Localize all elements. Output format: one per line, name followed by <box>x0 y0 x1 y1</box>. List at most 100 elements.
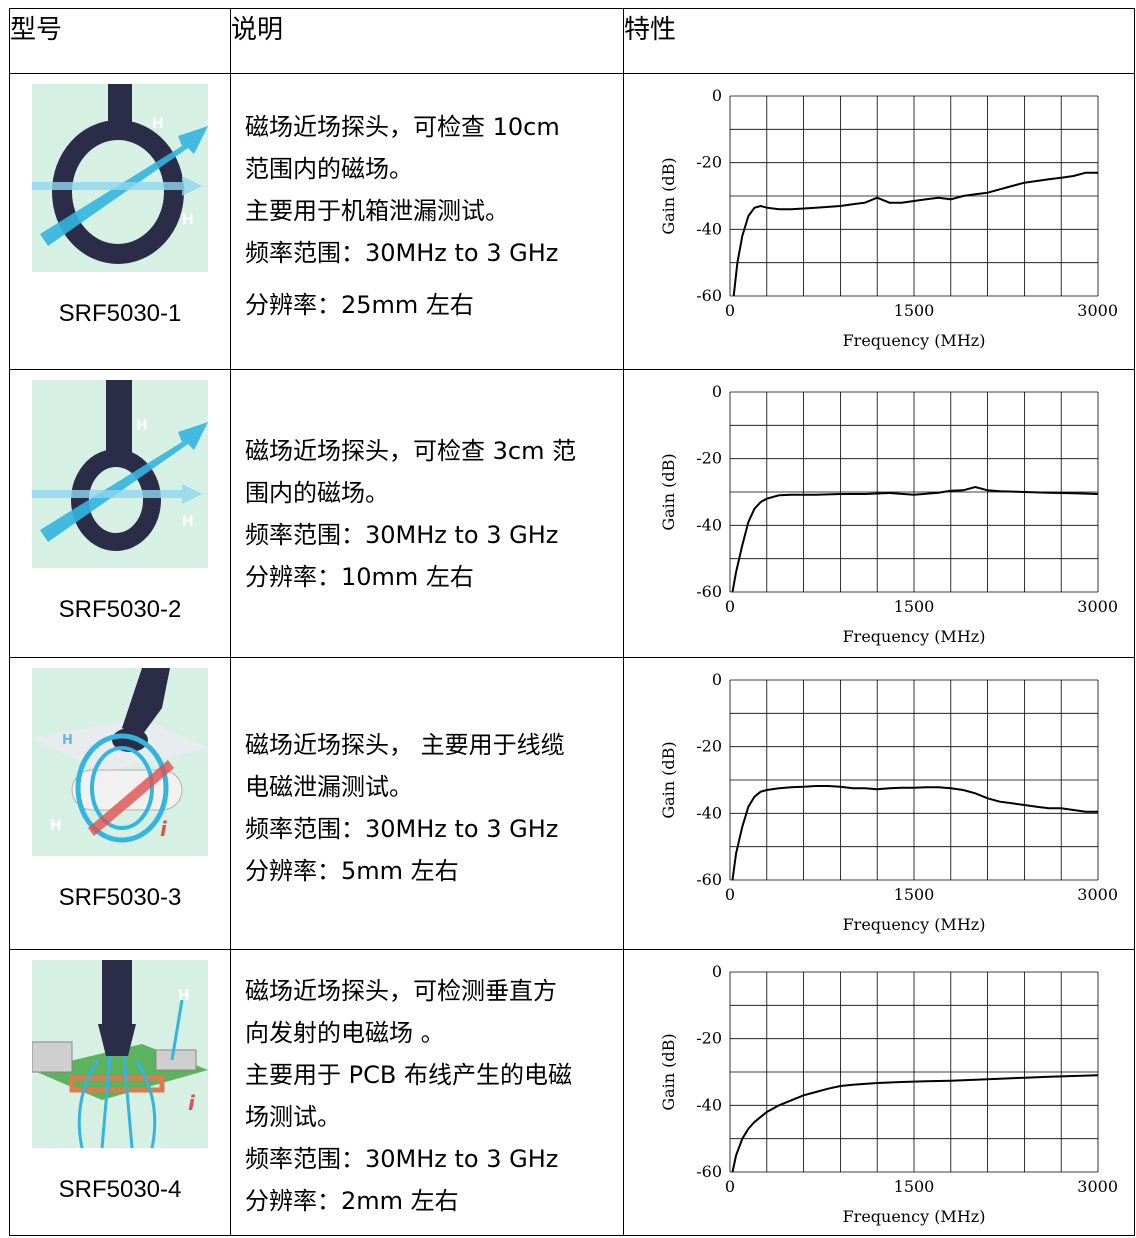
svg-text:i: i <box>160 817 168 841</box>
x-axis-label: Frequency (MHz) <box>843 627 986 646</box>
y-tick-label: -60 <box>696 870 722 889</box>
gain-chart-cell: 0 -20 -40 -60 0 1500 3000 Frequency (MHz) Gain (… <box>623 657 1135 950</box>
chart-grid <box>729 971 1099 1173</box>
gain-curve <box>731 485 1099 593</box>
model-number: SRF5030-3 <box>58 884 182 911</box>
x-axis-label: Frequency (MHz) <box>843 915 986 934</box>
y-tick-label: -40 <box>696 219 722 238</box>
gain-curve <box>732 171 1098 297</box>
svg-text:H: H <box>62 733 73 748</box>
x-tick-label: 3000 <box>1077 597 1118 616</box>
description-line: 分辨率：5mm 左右 <box>245 857 459 885</box>
svg-text:H: H <box>50 818 62 834</box>
gain-curve <box>731 1074 1099 1173</box>
description-line: 频率范围：30MHz to 3 GHz <box>245 239 559 267</box>
model-cell: H H i SRF5030-3 <box>9 657 231 950</box>
x-tick-label: 3000 <box>1077 885 1118 904</box>
description-line: 频率范围：30MHz to 3 GHz <box>245 521 559 549</box>
x-tick-label: 0 <box>725 885 735 904</box>
gain-chart-cell: 0 -20 -40 -60 0 1500 3000 Frequency (MHz) Gain (… <box>623 369 1135 658</box>
description-line: 磁场近场探头， 主要用于线缆 <box>245 731 565 759</box>
model-number: SRF5030-2 <box>58 596 182 623</box>
cable-probe-icon: H H i <box>32 668 208 856</box>
gain-chart-cell: 0 -20 -40 -60 0 1500 3000 Frequency (MHz) Gain (… <box>623 949 1135 1236</box>
y-tick-label: -20 <box>696 153 722 172</box>
y-tick-label: -20 <box>696 1029 722 1048</box>
description-line: 电磁泄漏测试。 <box>245 773 413 801</box>
x-tick-label: 3000 <box>1077 301 1118 320</box>
description-line: 频率范围：30MHz to 3 GHz <box>245 815 559 843</box>
description-cell: 磁场近场探头，可检查 3cm 范 围内的磁场。 频率范围：30MHz to 3 … <box>230 369 624 658</box>
chart-grid <box>729 679 1099 881</box>
description-line: 分辨率：25mm 左右 <box>245 291 474 319</box>
model-number: SRF5030-1 <box>58 300 182 327</box>
y-tick-label: 0 <box>712 382 722 401</box>
y-tick-label: 0 <box>712 962 722 981</box>
table-row: H H SRF5030-2 磁场近场探头，可检查 3cm 范 围内的磁场。 频率… <box>9 369 1135 658</box>
svg-text:H: H <box>182 212 194 228</box>
description-line: 磁场近场探头，可检查 10cm <box>245 113 560 141</box>
description-line: 分辨率：2mm 左右 <box>245 1187 459 1215</box>
y-tick-label: 0 <box>712 670 722 689</box>
probe-spec-table: 型号 说明 特性 H H SRF5030-1 磁场近场探头，可检查 10cm 范… <box>9 8 1135 1236</box>
description-line: 磁场近场探头，可检查 3cm 范 <box>245 437 577 465</box>
description-line: 频率范围：30MHz to 3 GHz <box>245 1145 559 1173</box>
description-line: 围内的磁场。 <box>245 479 389 507</box>
svg-text:H: H <box>136 418 148 434</box>
table-header-row: 型号 说明 特性 <box>9 8 1135 74</box>
x-tick-label: 3000 <box>1077 1177 1118 1196</box>
svg-text:i: i <box>188 1091 196 1115</box>
x-tick-label: 0 <box>725 301 735 320</box>
model-cell: H H SRF5030-1 <box>9 73 231 370</box>
table-row: H i SRF5030-4 磁场近场探头，可检测垂直方 向发射的电磁场 。 主要… <box>9 949 1135 1236</box>
description-line: 场测试。 <box>245 1103 341 1131</box>
description-cell: 磁场近场探头，可检测垂直方 向发射的电磁场 。 主要用于 PCB 布线产生的电磁… <box>230 949 624 1236</box>
x-tick-label: 1500 <box>894 301 935 320</box>
y-axis-label: Gain (dB) <box>659 1033 678 1110</box>
svg-text:H: H <box>182 514 194 530</box>
description-line: 主要用于机箱泄漏测试。 <box>245 197 509 225</box>
description-cell: 磁场近场探头， 主要用于线缆 电磁泄漏测试。 频率范围：30MHz to 3 G… <box>230 657 624 950</box>
loop-probe-small-icon: H H <box>32 380 208 568</box>
description-line: 主要用于 PCB 布线产生的电磁 <box>245 1061 572 1089</box>
x-tick-label: 1500 <box>894 885 935 904</box>
description-line: 向发射的电磁场 。 <box>245 1019 445 1047</box>
x-tick-label: 1500 <box>894 597 935 616</box>
header-model: 型号 <box>9 8 231 74</box>
y-tick-label: 0 <box>712 86 722 105</box>
description-line: 分辨率：10mm 左右 <box>245 563 474 591</box>
header-characteristics: 特性 <box>623 8 1135 74</box>
y-tick-label: -60 <box>696 286 722 305</box>
y-axis-label: Gain (dB) <box>659 453 678 530</box>
loop-probe-large-icon: H H <box>32 84 208 272</box>
description-line: 范围内的磁场。 <box>245 155 413 183</box>
y-tick-label: -40 <box>696 515 722 534</box>
y-tick-label: -40 <box>696 1095 722 1114</box>
x-axis-label: Frequency (MHz) <box>843 1207 986 1226</box>
y-axis-label: Gain (dB) <box>659 741 678 818</box>
description-cell: 磁场近场探头，可检查 10cm 范围内的磁场。 主要用于机箱泄漏测试。 频率范围… <box>230 73 624 370</box>
table-row: H H i SRF5030-3 磁场近场探头， 主要用于线缆 电磁泄漏测试。 频… <box>9 657 1135 950</box>
x-tick-label: 1500 <box>894 1177 935 1196</box>
x-tick-label: 0 <box>725 1177 735 1196</box>
y-tick-label: -60 <box>696 582 722 601</box>
y-tick-label: -20 <box>696 449 722 468</box>
chart-grid <box>729 95 1099 297</box>
pcb-probe-icon: H i <box>32 960 208 1148</box>
model-number: SRF5030-4 <box>58 1176 182 1203</box>
model-cell: H H SRF5030-2 <box>9 369 231 658</box>
table-row: H H SRF5030-1 磁场近场探头，可检查 10cm 范围内的磁场。 主要… <box>9 73 1135 370</box>
model-cell: H i SRF5030-4 <box>9 949 231 1236</box>
y-tick-label: -20 <box>696 737 722 756</box>
x-tick-label: 0 <box>725 597 735 616</box>
gain-chart-cell: 0 -20 -40 -60 0 1500 3000 Frequency (MHz) Gain (… <box>623 73 1135 370</box>
description-line: 磁场近场探头，可检测垂直方 <box>245 977 557 1005</box>
y-tick-label: -40 <box>696 803 722 822</box>
header-description: 说明 <box>230 8 624 74</box>
y-axis-label: Gain (dB) <box>659 157 678 234</box>
x-axis-label: Frequency (MHz) <box>843 331 986 350</box>
